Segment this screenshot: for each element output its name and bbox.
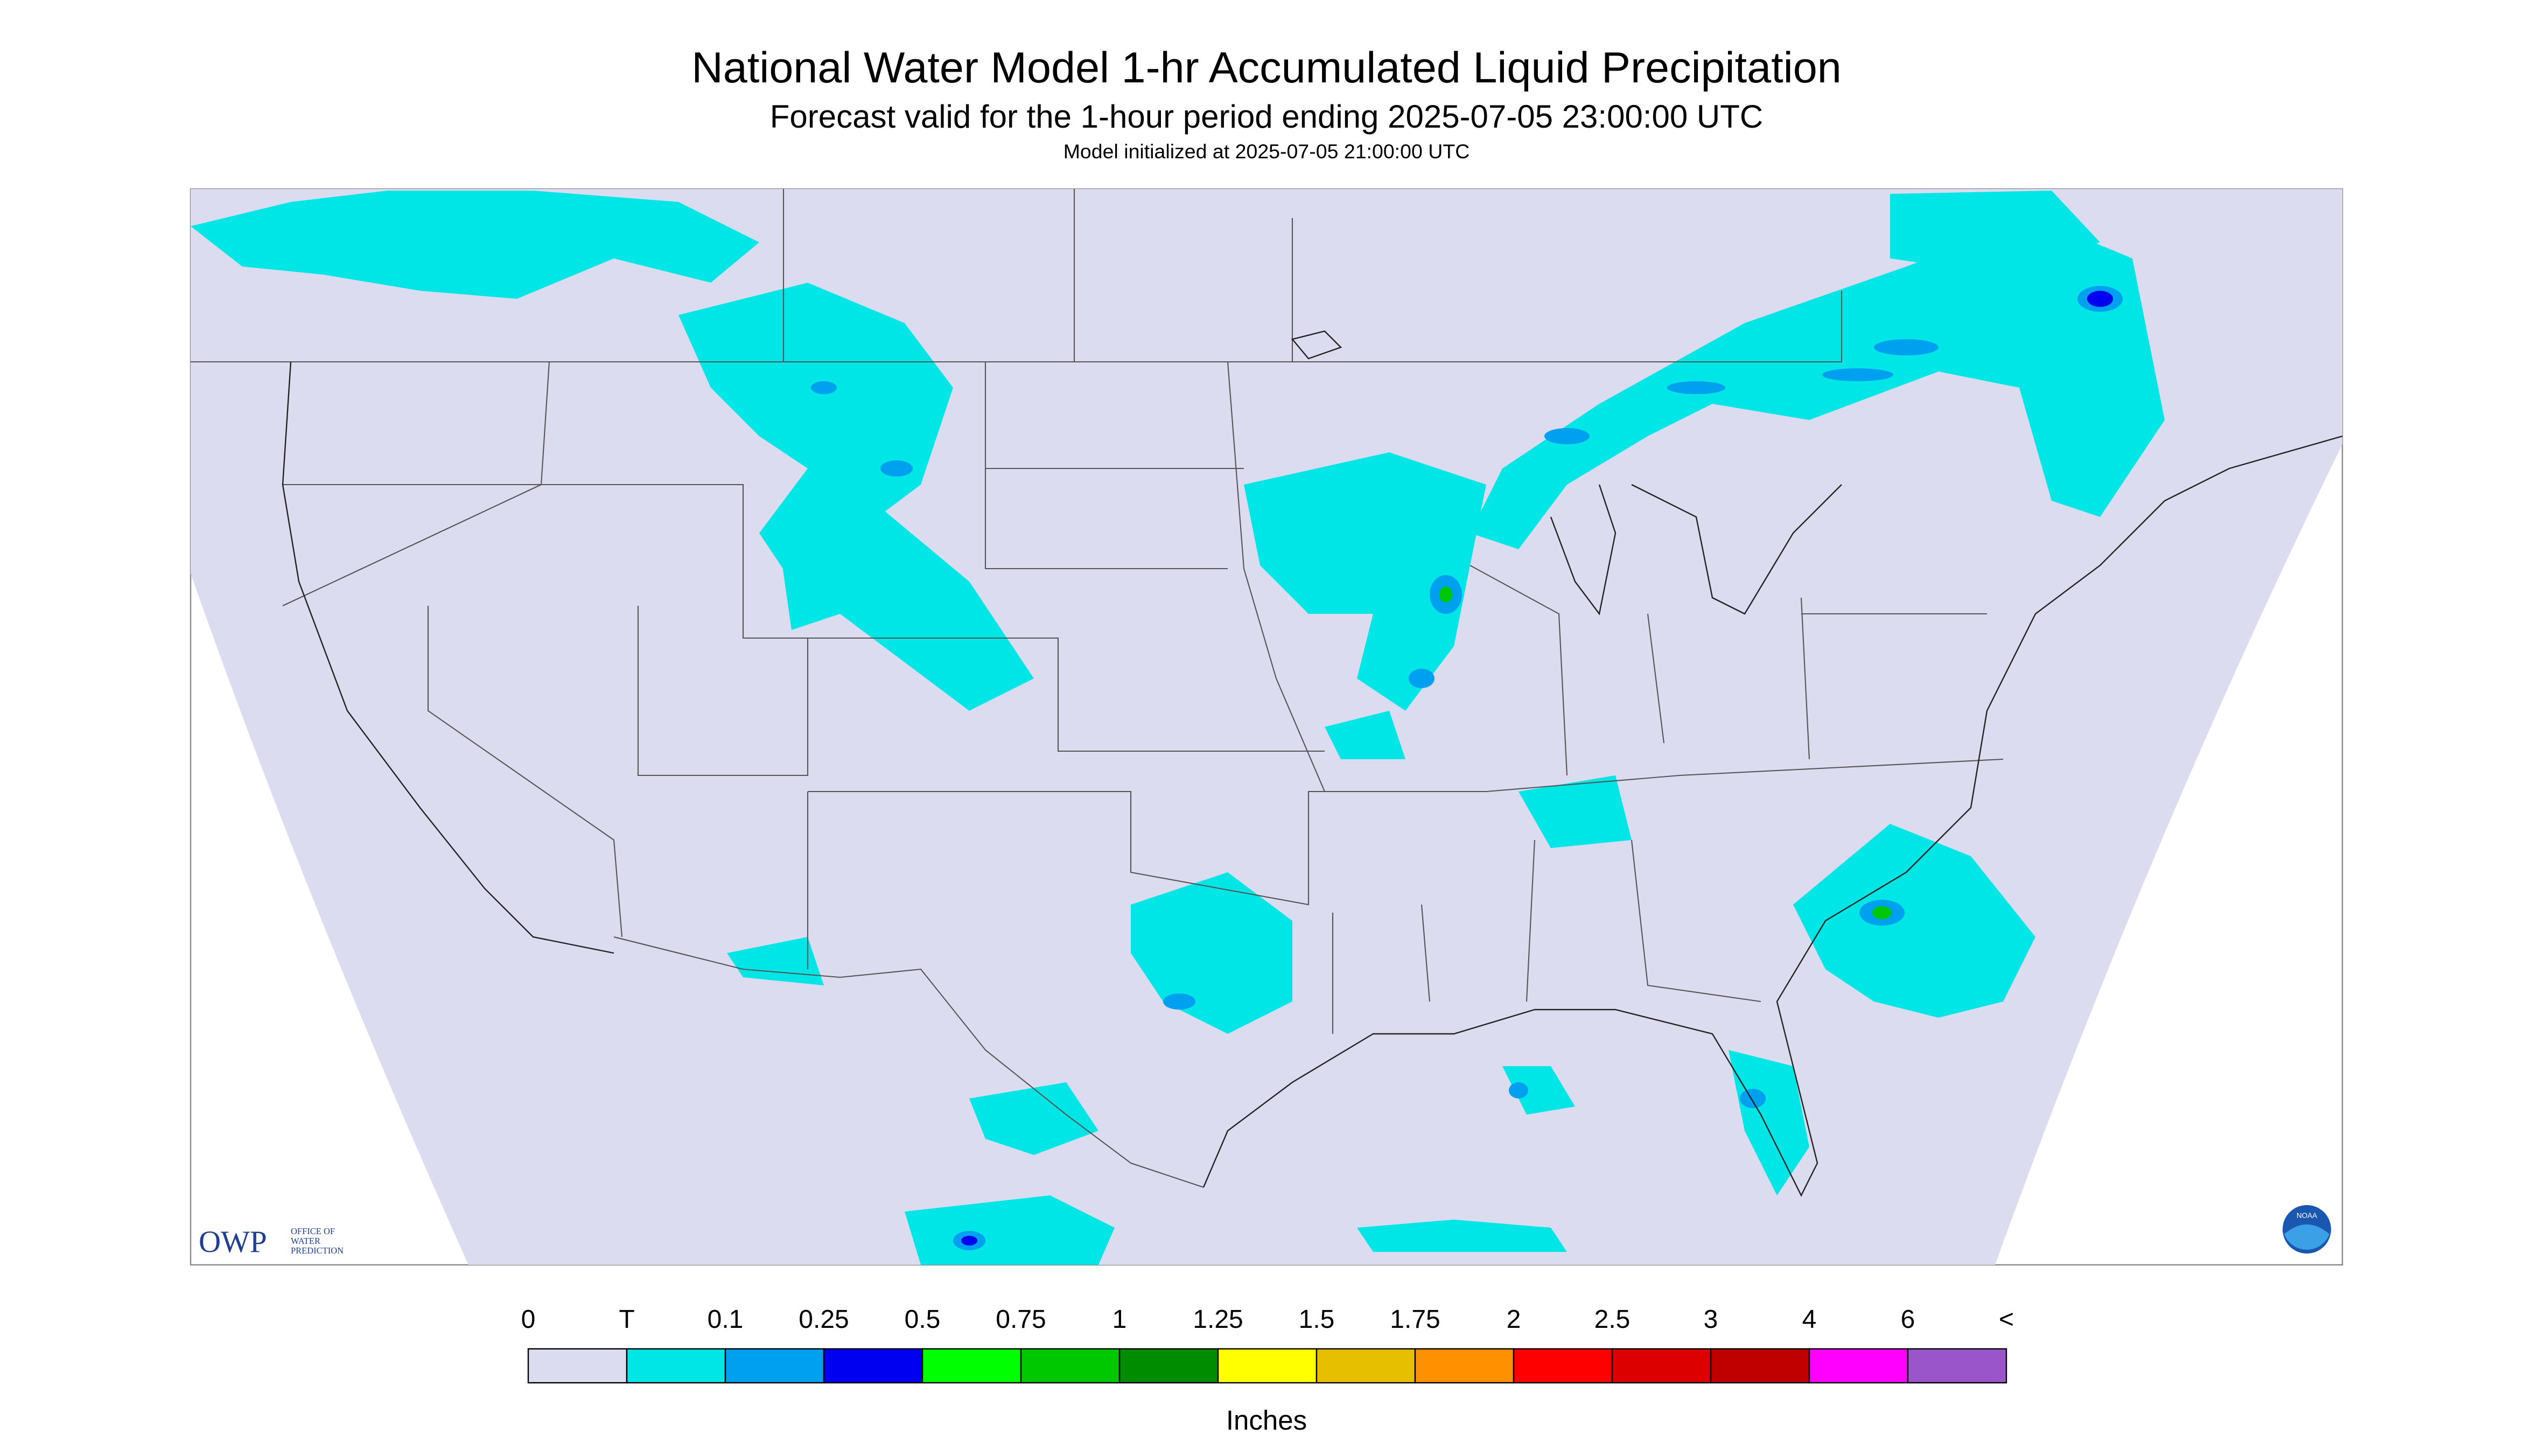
- logo-mark: OWP: [199, 1225, 267, 1259]
- legend-label: 0: [521, 1305, 536, 1334]
- init-time: Model initialized at 2025-07-05 21:00:00…: [1063, 140, 1470, 163]
- legend-swatch: [1020, 1348, 1121, 1384]
- legend-swatch: [527, 1348, 628, 1384]
- legend-swatch: [1710, 1348, 1810, 1384]
- legend-swatch: [823, 1348, 923, 1384]
- legend-label: 4: [1802, 1305, 1817, 1334]
- legend-label: <: [1999, 1305, 2014, 1334]
- logo-line: OFFICE OF: [291, 1226, 335, 1236]
- noaa-label: NOAA: [2297, 1212, 2317, 1220]
- legend-swatch: [724, 1348, 825, 1384]
- legend-label: 0.25: [799, 1305, 849, 1334]
- legend-label: T: [619, 1305, 634, 1334]
- legend-swatch: [1414, 1348, 1515, 1384]
- legend-label: 2: [1507, 1305, 1521, 1334]
- legend-swatch: [626, 1348, 726, 1384]
- legend-label: 1: [1112, 1305, 1127, 1334]
- legend-label: 0.75: [996, 1305, 1046, 1334]
- legend-swatch: [1808, 1348, 1909, 1384]
- legend-label: 2.5: [1594, 1305, 1631, 1334]
- legend-swatch: [1316, 1348, 1416, 1384]
- legend: 0 T 0.1 0.25 0.5 0.75 1 1.25 1.5 1.75 2 2.5 3 4 6 <: [521, 1305, 2014, 1384]
- legend-label: 0.5: [905, 1305, 941, 1334]
- legend-unit: Inches: [1226, 1405, 1307, 1436]
- domain: [191, 189, 2342, 1265]
- legend-label: 1.75: [1390, 1305, 1440, 1334]
- legend-swatch: [921, 1348, 1022, 1384]
- legend-label: 6: [1901, 1305, 1915, 1334]
- subtitle: Forecast valid for the 1-hour period end…: [770, 99, 1763, 135]
- borders: [191, 189, 2342, 1197]
- legend-swatch: [1611, 1348, 1712, 1384]
- legend-label: 3: [1704, 1305, 1718, 1334]
- legend-swatch: [1907, 1348, 2007, 1384]
- logo-line: WATER: [291, 1236, 320, 1246]
- map: OWP OFFICE OF WATER PREDICTION NOAA: [190, 188, 2343, 1266]
- legend-label: 0.1: [708, 1305, 744, 1334]
- legend-swatch: [1513, 1348, 1613, 1384]
- precipitation: [191, 191, 2165, 1265]
- legend-swatch: [1118, 1348, 1219, 1384]
- title: National Water Model 1-hr Accumulated Li…: [691, 44, 1842, 92]
- logo-line: PREDICTION: [291, 1245, 344, 1256]
- legend-label: 1.5: [1299, 1305, 1335, 1334]
- legend-swatch: [1217, 1348, 1318, 1384]
- legend-label: 1.25: [1193, 1305, 1243, 1334]
